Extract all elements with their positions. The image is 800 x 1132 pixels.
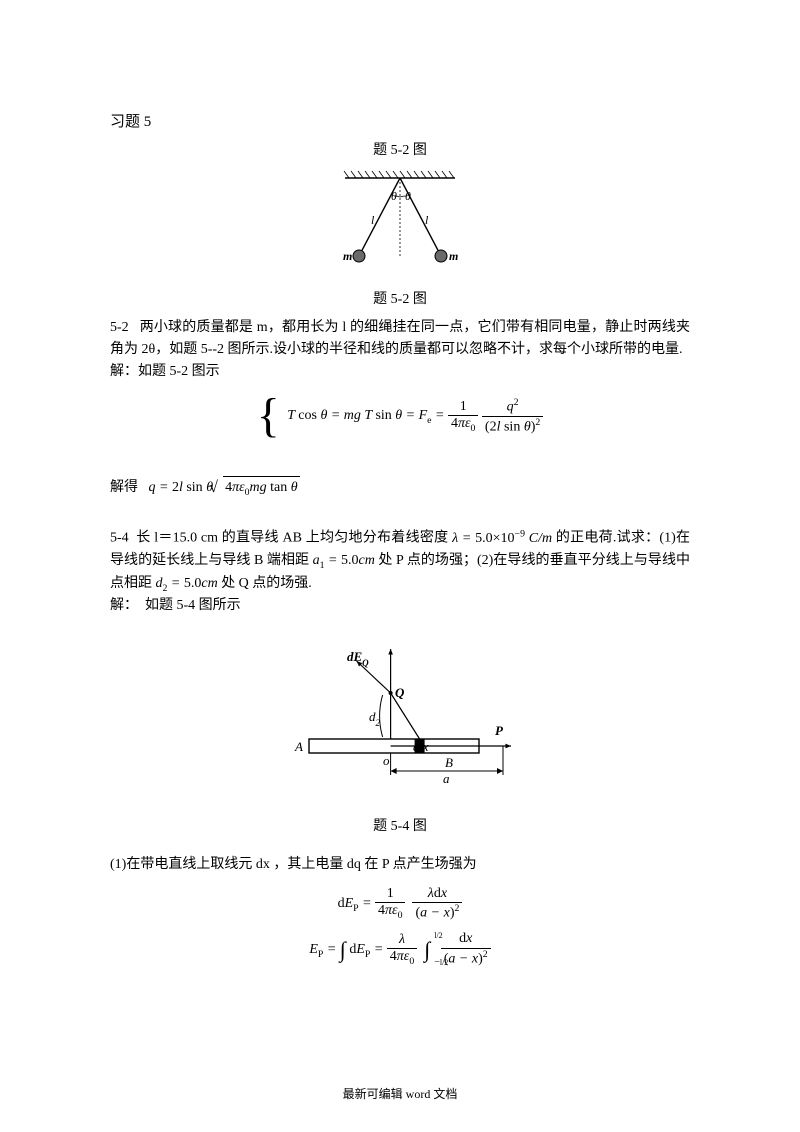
fig1: θθllmm (110, 166, 690, 284)
solution-label-54: 解： 如题 5-4 图所示 (110, 595, 690, 617)
left-brace-icon: { (257, 392, 280, 440)
svg-text:P: P (495, 723, 504, 738)
svg-text:d x: d x (413, 739, 429, 754)
problem-text: 两小球的质量都是 m，都用长为 l 的细绳挂在同一点，它们带有相同电量，静止时两… (110, 320, 690, 357)
page: 习题 5 题 5-2 图 θθllmm 题 5-2 图 5-2 两小球的质量都是… (0, 0, 800, 1132)
svg-text:B: B (445, 755, 453, 770)
t-a: 长 l＝15.0 cm 的直导线 AB 上均匀地分布着线密度 (136, 531, 452, 546)
svg-text:Q: Q (395, 685, 405, 700)
svg-text:o: o (383, 753, 390, 768)
svg-text:l: l (371, 213, 375, 227)
eq-system-52: { T cos θ = mg T sin θ = Fe = 14πε0 q2(2… (110, 392, 690, 440)
svg-text:m: m (449, 249, 458, 263)
svg-text:a: a (443, 771, 450, 786)
fig1-caption-bottom: 题 5-2 图 (110, 289, 690, 311)
fig2: A Bo P QdEQ d x d2 a (110, 643, 690, 811)
fig2-svg: A Bo P QdEQ d x d2 a (285, 643, 515, 803)
problem-num: 5-4 (110, 531, 129, 546)
svg-text:dEQ: dEQ (347, 649, 369, 668)
page-footer: 最新可编辑 word 文档 (0, 1085, 800, 1104)
eq-Ep: EP = ∫ dEP = λ4πε0 ∫−l/2l/2 dx(a − x)2 (110, 931, 690, 967)
result-label: 解得 (110, 480, 138, 495)
fig1-caption-top: 题 5-2 图 (110, 140, 690, 162)
svg-text:d2: d2 (369, 709, 381, 728)
part1-label: (1)在带电直线上取线元 dx ，其上电量 dq 在 P 点产生场强为 (110, 854, 690, 876)
eq-dEp: dEP = 14πε0 λdx(a − x)2 (110, 886, 690, 922)
problem-5-4: 5-4 长 l＝15.0 cm 的直导线 AB 上均匀地分布着线密度 λ = 5… (110, 526, 690, 595)
svg-text:m: m (343, 249, 352, 263)
result-52: 解得 q = 2l sin θ4πε0mg tan θ (110, 476, 690, 500)
svg-text:θ: θ (405, 189, 411, 203)
solution-label-52: 解：如题 5-2 图示 (110, 361, 690, 383)
svg-text:θ: θ (391, 189, 397, 203)
fig1-svg: θθllmm (325, 166, 475, 276)
svg-text:A: A (294, 739, 303, 754)
fig2-caption: 题 5-4 图 (110, 816, 690, 838)
problem-num: 5-2 (110, 320, 129, 335)
svg-text:l: l (425, 213, 429, 227)
problem-5-2: 5-2 两小球的质量都是 m，都用长为 l 的细绳挂在同一点，它们带有相同电量，… (110, 317, 690, 360)
section-title: 习题 5 (110, 110, 690, 134)
t-d: 处 Q 点的场强. (218, 576, 312, 591)
